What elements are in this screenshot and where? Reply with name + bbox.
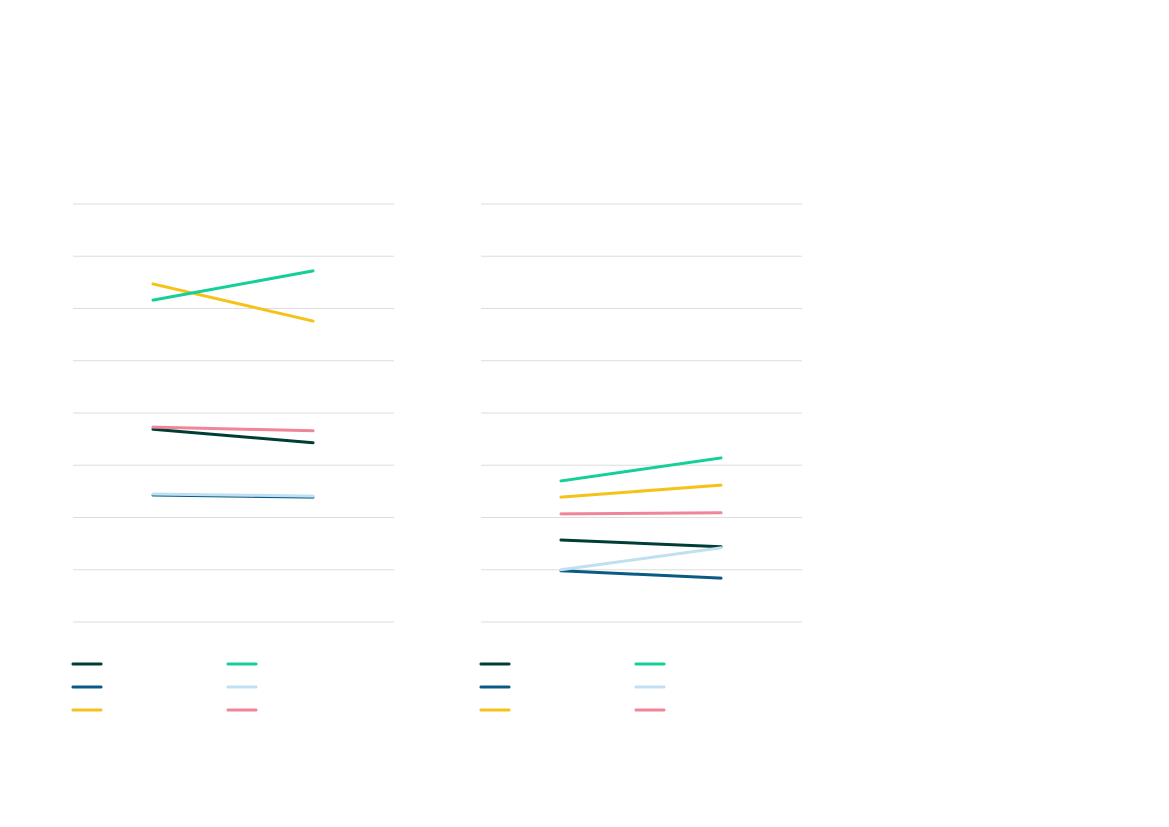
series-line (151, 282, 315, 323)
series-line (559, 511, 723, 516)
series-line (559, 456, 723, 483)
series-line (559, 546, 723, 572)
series-line (151, 425, 315, 433)
series-line (559, 569, 723, 580)
series-line (559, 483, 723, 499)
series-line (151, 427, 315, 445)
series-line (151, 269, 315, 302)
series-line (151, 492, 315, 498)
series-line (559, 538, 723, 549)
